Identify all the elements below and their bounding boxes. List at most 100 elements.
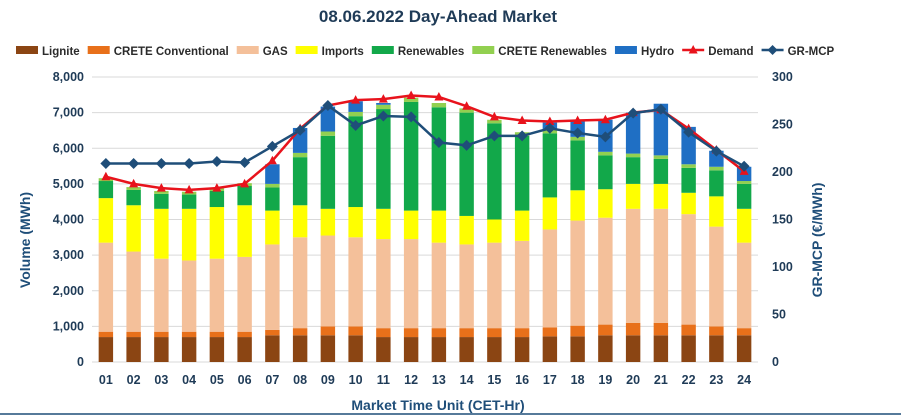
x-tick-label: 10 <box>349 373 363 387</box>
x-tick-label: 11 <box>377 373 390 387</box>
marker-gr-mcp <box>488 130 500 142</box>
marker-gr-mcp <box>461 139 473 151</box>
marker-gr-mcp <box>405 111 417 123</box>
marker-demand <box>434 91 444 101</box>
marker-gr-mcp <box>738 160 750 172</box>
bar-lignite <box>459 337 474 362</box>
y-tick-label: 0 <box>77 355 84 369</box>
bar-crete-conventional <box>292 328 308 336</box>
bar-crete-conventional <box>653 322 669 336</box>
bar-gas <box>542 229 558 328</box>
legend-swatch-gas <box>236 46 259 54</box>
marker-gr-mcp <box>377 110 389 122</box>
x-tick-label: 03 <box>154 373 168 387</box>
bar-lignite <box>570 336 585 362</box>
bar-imports <box>403 210 419 240</box>
bar-lignite <box>348 335 363 362</box>
y2-tick-label: 50 <box>772 308 786 322</box>
bar-crete-conventional <box>320 326 336 336</box>
bar-gas <box>653 208 669 323</box>
marker-demand <box>240 178 250 188</box>
x-tick-label: 01 <box>99 373 113 387</box>
bar-renewables <box>403 101 419 211</box>
bar-hydro <box>681 126 696 165</box>
bar-crete-conventional <box>681 324 696 336</box>
bar-renewables <box>681 167 696 193</box>
marker-demand <box>600 114 610 124</box>
x-tick-label: 16 <box>515 373 529 387</box>
bar-gas <box>487 242 502 329</box>
bar-gas <box>570 220 585 326</box>
bar-crete-conventional <box>514 328 530 338</box>
y-tick-label: 3,000 <box>53 248 84 262</box>
marker-gr-mcp <box>322 100 334 111</box>
bar-lignite <box>292 335 308 362</box>
bar-lignite <box>431 337 447 362</box>
bar-imports <box>320 208 336 236</box>
x-tick-label: 12 <box>404 373 418 387</box>
marker-demand <box>573 115 583 124</box>
y2-tick-label: 250 <box>772 118 793 132</box>
bar-renewables <box>237 186 252 206</box>
bar-imports <box>542 197 558 230</box>
x-tick-label: 19 <box>598 373 612 387</box>
bar-imports <box>653 183 669 209</box>
bar-lignite <box>181 337 197 362</box>
bar-crete-conventional <box>154 331 169 338</box>
x-tick-label: 09 <box>321 373 335 387</box>
bar-stack-area <box>98 97 752 362</box>
marker-demand <box>267 155 277 165</box>
bar-imports <box>181 208 197 261</box>
bar-gas <box>154 258 169 332</box>
gridlines <box>92 76 758 363</box>
legend-marker-demand <box>688 45 698 54</box>
marker-gr-mcp <box>183 157 195 169</box>
bar-hydro <box>320 106 336 132</box>
legend-label-imports: Imports <box>322 46 364 58</box>
bar-crete-conventional <box>625 322 641 336</box>
bar-lignite <box>154 337 169 362</box>
x-tick-label: 21 <box>654 373 668 387</box>
x-tick-label: 20 <box>626 373 640 387</box>
x-tick-label: 07 <box>265 373 279 387</box>
bar-crete-conventional <box>431 328 447 338</box>
marker-gr-mcp <box>599 131 611 143</box>
bar-crete-conventional <box>209 331 225 338</box>
bar-renewables <box>348 116 363 208</box>
bar-renewables <box>292 157 308 206</box>
bar-imports <box>487 219 502 243</box>
y2-tick-label: 150 <box>772 213 793 227</box>
x-tick-label: 06 <box>238 373 252 387</box>
bar-crete-conventional <box>570 325 585 337</box>
legend-swatch-crete-renewables <box>472 46 495 54</box>
bar-renewables <box>542 133 558 198</box>
x-tick-label: 17 <box>543 373 557 387</box>
bar-renewables <box>570 140 585 191</box>
bar-crete-renewables <box>154 191 169 194</box>
bar-imports <box>459 215 474 245</box>
x-tick-label: 15 <box>487 373 501 387</box>
bar-lignite <box>598 335 613 362</box>
marker-gr-mcp <box>655 103 667 115</box>
bar-gas <box>237 256 252 332</box>
line-series-area <box>100 90 750 194</box>
bar-imports <box>514 210 530 241</box>
bar-crete-renewables <box>126 187 141 190</box>
x-tick-label: 05 <box>210 373 224 387</box>
marker-demand <box>351 95 361 104</box>
marker-gr-mcp <box>683 126 695 138</box>
y-tick-label: 8,000 <box>53 70 84 84</box>
bar-renewables <box>209 191 225 208</box>
bar-gas <box>625 208 641 323</box>
bar-imports <box>431 210 447 243</box>
bar-renewables <box>625 157 641 184</box>
bar-lignite <box>487 337 502 362</box>
marker-demand <box>156 183 166 192</box>
bar-gas <box>181 260 197 332</box>
bar-hydro <box>625 112 641 154</box>
bar-crete-conventional <box>181 331 197 338</box>
marker-gr-mcp <box>266 140 278 152</box>
bar-crete-conventional <box>487 328 502 338</box>
bar-lignite <box>98 337 114 362</box>
x-tick-label: 13 <box>432 373 446 387</box>
